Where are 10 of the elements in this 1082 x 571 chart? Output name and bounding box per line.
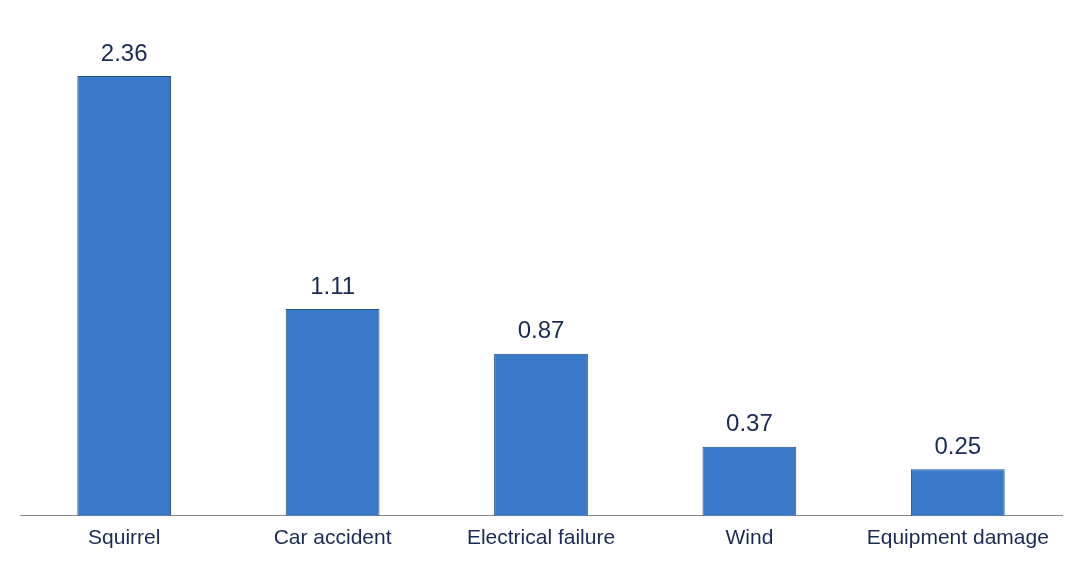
x-tick-label: Squirrel <box>88 525 161 549</box>
x-tick-label: Electrical failure <box>466 525 616 549</box>
x-tick-label: Equipment damage <box>866 525 1049 549</box>
data-label: 1.11 <box>310 271 356 299</box>
data-label: 0.25 <box>934 431 982 459</box>
data-label: 0.87 <box>517 316 565 344</box>
data-label: 0.37 <box>726 409 773 437</box>
x-tick-label: Wind <box>725 525 774 549</box>
data-label: 2.36 <box>100 38 148 66</box>
x-tick-label: Car accident <box>273 525 392 549</box>
